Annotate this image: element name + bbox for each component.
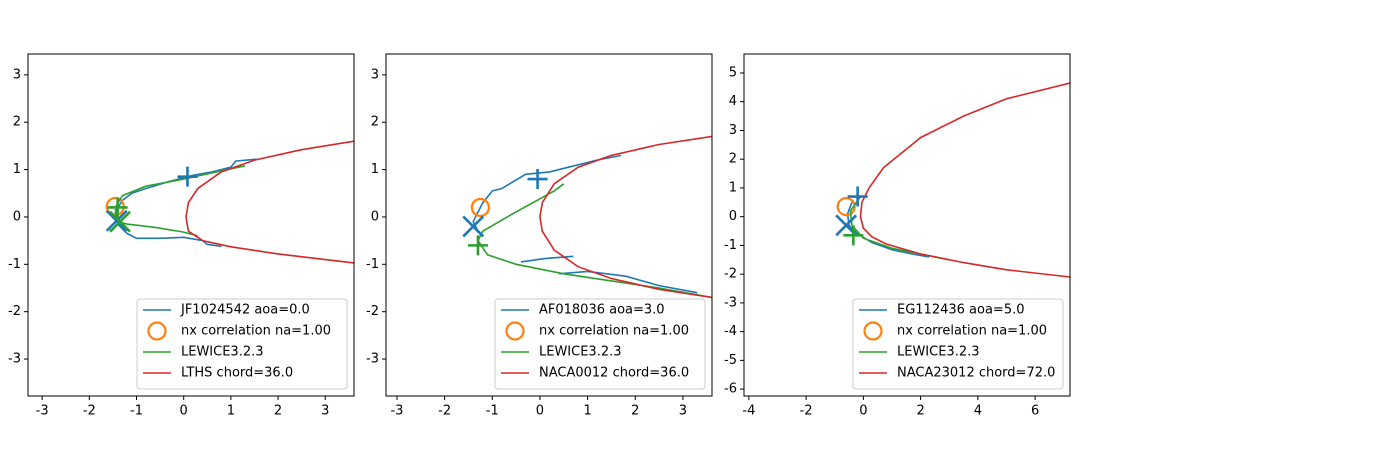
y-tick-label: 3	[371, 67, 379, 82]
y-tick-label: 2	[13, 115, 21, 130]
x-tick-label: 1	[227, 404, 235, 419]
legend-label: LEWICE3.2.3	[897, 345, 980, 360]
x-tick-label: 1	[583, 404, 591, 419]
x-tick-label: 2	[274, 404, 282, 419]
legend-box	[494, 298, 706, 390]
y-tick-label: 0	[13, 209, 21, 224]
y-tick-label: 1	[371, 162, 379, 177]
x-marker	[105, 209, 128, 232]
x-tick-label: -3	[36, 404, 49, 419]
plus-marker	[467, 235, 488, 256]
x-tick-label: 6	[1031, 404, 1039, 419]
x-tick-label: 4	[974, 404, 982, 419]
legend-label: AF018036 aoa=3.0	[539, 303, 665, 318]
plus-marker	[107, 197, 128, 218]
plot-area	[835, 82, 1070, 278]
y-tick-label: -6	[724, 382, 737, 397]
y-tick-label: 2	[729, 152, 737, 167]
circle-marker	[470, 197, 490, 218]
y-tick-label: -5	[724, 353, 737, 368]
y-tick-label: -1	[8, 257, 21, 272]
series-line	[859, 82, 1070, 278]
x-tick-label: 2	[631, 404, 639, 419]
x-tick-label: 0	[180, 404, 188, 419]
y-tick-label: -2	[366, 304, 379, 319]
subplot: -4 -2 0 2 4 6 -6 -5 -4 -3 -2 -1 0 1 2 3 4 5 EG112436 aoa=5…	[724, 53, 1071, 419]
legend-label: LEWICE3.2.3	[539, 345, 622, 360]
y-tick-label: -3	[724, 295, 737, 310]
y-tick-label: -1	[366, 257, 379, 272]
y-tick-label: -2	[724, 267, 737, 282]
axes-frame	[27, 53, 355, 397]
legend: JF1024542 aoa=0.0 nx correlation na=1.00 L…	[136, 298, 348, 390]
legend: AF018036 aoa=3.0 nx correlation na=1.00 LE…	[494, 298, 706, 390]
x-tick-label: -1	[130, 404, 143, 419]
legend-label: nx correlation na=1.00	[539, 324, 689, 339]
x-tick-label: -2	[83, 404, 96, 419]
x-tick-label: -4	[742, 404, 755, 419]
x-marker	[462, 215, 485, 238]
legend-box	[136, 298, 348, 390]
legend-label: LEWICE3.2.3	[181, 345, 264, 360]
series-line	[472, 154, 698, 294]
x-tick-label: 0	[536, 404, 544, 419]
legend-label: NACA0012 chord=36.0	[539, 366, 689, 381]
circle-marker	[147, 321, 167, 341]
plus-marker	[177, 166, 198, 187]
legend-box	[852, 298, 1064, 390]
plus-marker	[843, 225, 864, 246]
axes-frame	[743, 53, 1071, 397]
x-tick-label: 3	[679, 404, 687, 419]
subplot: -3 -2 -1 0 1 2 3 -3 -2 -1 0 1 2 3 AF018036 aoa=3.0 nx c…	[366, 53, 713, 419]
y-tick-label: 0	[371, 209, 379, 224]
legend-label: LTHS chord=36.0	[181, 366, 293, 381]
series-line	[849, 196, 950, 261]
y-tick-label: -2	[8, 304, 21, 319]
x-tick-label: -2	[800, 404, 813, 419]
y-tick-label: 0	[729, 209, 737, 224]
legend-label: NACA23012 chord=72.0	[897, 366, 1055, 381]
plot-area	[462, 135, 712, 299]
x-tick-label: -1	[486, 404, 499, 419]
series-line	[539, 135, 712, 299]
circle-marker	[863, 321, 883, 341]
x-tick-label: -3	[390, 404, 403, 419]
y-tick-label: 4	[729, 94, 737, 109]
series-line	[477, 183, 712, 299]
y-tick-label: 5	[729, 65, 737, 80]
plus-marker	[847, 186, 868, 207]
circle-marker	[505, 321, 525, 341]
y-tick-label: -4	[724, 324, 737, 339]
y-tick-label: 3	[729, 123, 737, 138]
x-tick-label: 0	[859, 404, 867, 419]
x-tick-label: -2	[438, 404, 451, 419]
legend-label: nx correlation na=1.00	[181, 324, 331, 339]
x-tick-label: 3	[321, 404, 329, 419]
series-line	[846, 202, 930, 258]
plus-marker	[527, 169, 548, 190]
plot-area	[105, 140, 354, 264]
y-tick-label: 1	[13, 162, 21, 177]
subplot: -3 -2 -1 0 1 2 3 -3 -2 -1 0 1 2 3 JF1024542 aoa=0.0 nx …	[8, 53, 355, 419]
x-tick-label: 2	[916, 404, 924, 419]
y-tick-label: 1	[729, 180, 737, 195]
legend-label: nx correlation na=1.00	[897, 324, 1047, 339]
legend-label: JF1024542 aoa=0.0	[180, 303, 310, 318]
legend: EG112436 aoa=5.0 nx correlation na=1.00 LE…	[852, 298, 1064, 390]
y-tick-label: -1	[724, 238, 737, 253]
axes-frame	[385, 53, 713, 397]
y-tick-label: -3	[8, 352, 21, 367]
legend-label: EG112436 aoa=5.0	[897, 303, 1025, 318]
y-tick-label: -3	[366, 352, 379, 367]
circle-marker	[836, 197, 856, 217]
y-tick-label: 3	[13, 67, 21, 82]
x-marker	[109, 210, 131, 233]
series-line	[185, 140, 354, 264]
y-tick-label: 2	[371, 115, 379, 130]
